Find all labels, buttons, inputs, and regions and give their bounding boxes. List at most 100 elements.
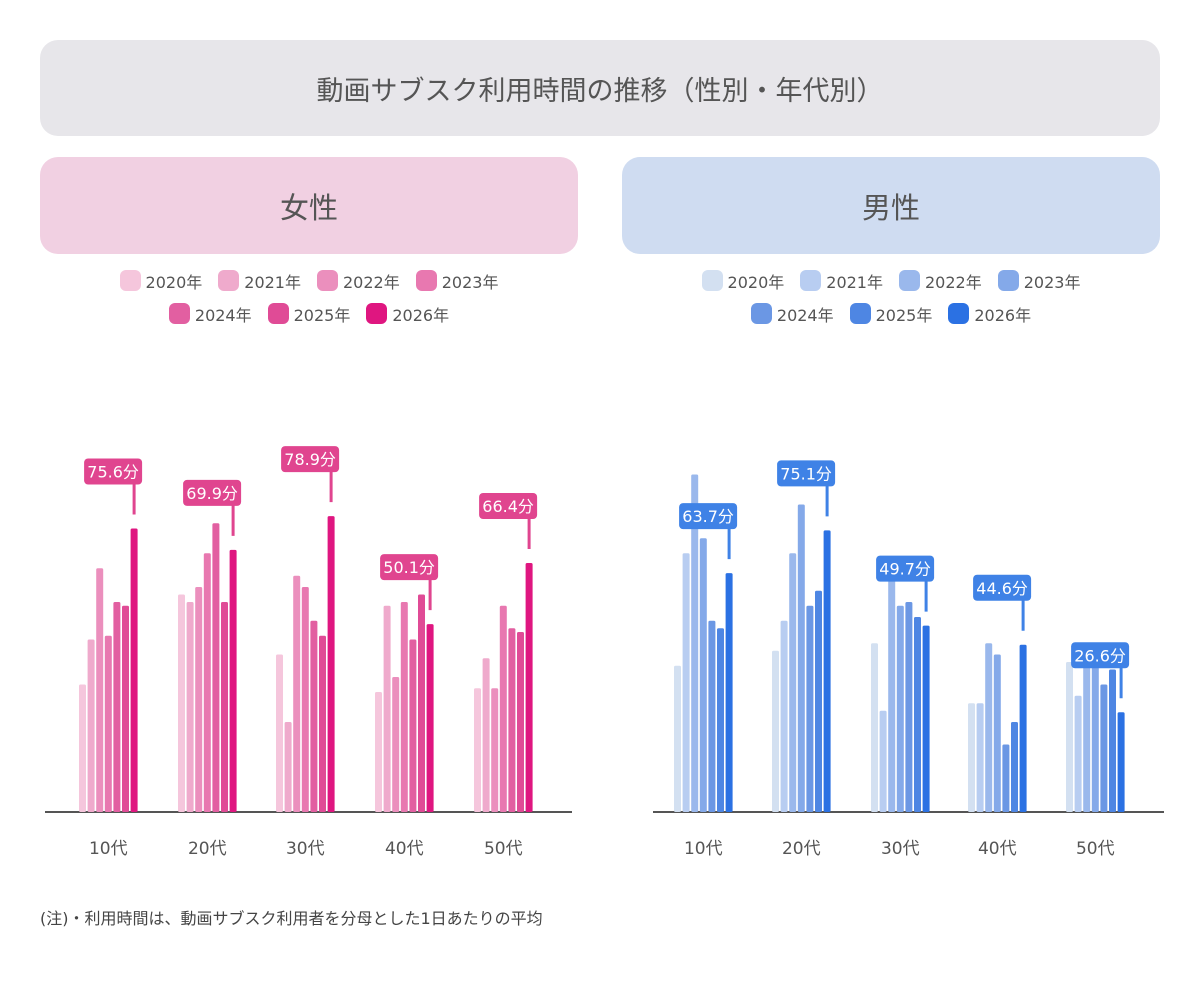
- female-legend-item: 2026年: [366, 302, 449, 326]
- male-data-label: 63.7分: [682, 507, 734, 526]
- legend-label: 2023年: [441, 272, 499, 292]
- female-bar: [375, 692, 382, 812]
- female-bar: [525, 563, 533, 812]
- male-bar: [922, 625, 930, 812]
- male-data-label: 49.7分: [879, 560, 931, 579]
- legend-swatch: [119, 270, 141, 291]
- male-bar: [815, 590, 822, 812]
- male-bar: [1019, 644, 1027, 812]
- male-legend-item: 2022年: [899, 269, 982, 293]
- male-legend-item: 2026年: [948, 302, 1031, 326]
- female-bar: [195, 587, 203, 812]
- legend-swatch: [267, 303, 289, 324]
- female-data-label-box: [84, 458, 143, 485]
- male-panel-header: 男性: [622, 157, 1160, 254]
- male-bar: [699, 538, 707, 812]
- female-bar: [491, 688, 499, 812]
- male-bar: [797, 504, 805, 812]
- female-data-label-box: [183, 479, 242, 506]
- female-bar: [212, 523, 220, 812]
- x-tick-label: 40代: [978, 839, 1017, 859]
- female-data-label: 66.4分: [482, 497, 534, 516]
- female-bar: [276, 654, 283, 812]
- female-bar: [229, 549, 237, 812]
- male-bar: [708, 620, 716, 812]
- male-bar: [806, 605, 814, 812]
- male-bar-chart: 10代 63.7分 20代 75.1分 30代 49.7分 40代 44.6分 50代 26.6分: [653, 460, 1164, 859]
- male-bar: [823, 530, 831, 812]
- female-bar: [517, 632, 524, 812]
- legend-row: 2024年 2025年 2026年: [622, 297, 1160, 330]
- female-legend: 2020年 2021年 2022年 2023年 2024年 2025年 2026年: [40, 264, 578, 330]
- male-legend: 2020年 2021年 2022年 2023年 2024年 2025年 2026年: [622, 264, 1160, 330]
- x-tick-label: 30代: [286, 839, 325, 859]
- legend-label: 2026年: [974, 305, 1032, 325]
- male-bar: [896, 605, 904, 812]
- legend-swatch: [899, 270, 920, 291]
- legend-label: 2022年: [925, 272, 982, 292]
- female-data-label: 78.9分: [284, 450, 336, 469]
- legend-swatch: [415, 270, 437, 291]
- female-legend-item: 2022年: [317, 269, 400, 293]
- male-bar: [674, 665, 681, 812]
- male-bar: [1109, 669, 1116, 812]
- female-bar: [79, 684, 86, 812]
- legend-swatch: [366, 303, 388, 324]
- male-bar: [1074, 695, 1082, 812]
- male-bar: [985, 643, 993, 812]
- female-data-label: 75.6分: [87, 463, 139, 482]
- female-legend-item: 2024年: [168, 302, 252, 326]
- male-legend-item: 2023年: [997, 269, 1081, 293]
- female-bar: [392, 677, 400, 812]
- male-bar: [1100, 684, 1108, 812]
- female-legend-item: 2025年: [267, 302, 350, 326]
- female-data-label-box: [380, 554, 439, 581]
- legend-label: 2025年: [875, 305, 933, 325]
- female-data-label: 50.1分: [383, 558, 435, 577]
- male-bar: [691, 474, 699, 812]
- female-bar: [319, 635, 326, 812]
- female-data-label-box: [281, 446, 340, 473]
- male-bar: [993, 654, 1001, 812]
- legend-swatch: [168, 303, 190, 324]
- female-legend-item: 2023年: [415, 269, 499, 293]
- female-data-label-box: [479, 493, 538, 519]
- male-bar: [717, 628, 724, 812]
- x-tick-label: 30代: [881, 839, 920, 859]
- male-bar: [1091, 662, 1099, 812]
- legend-label: 2024年: [194, 305, 252, 325]
- x-tick-label: 10代: [684, 839, 723, 859]
- legend-row: 2024年 2025年 2026年: [40, 297, 578, 330]
- female-bar: [310, 620, 318, 812]
- male-data-label-box: [876, 555, 935, 582]
- legend-swatch: [317, 270, 338, 291]
- legend-label: 2023年: [1023, 272, 1081, 292]
- female-bar: [96, 568, 104, 812]
- female-bar: [186, 602, 194, 812]
- legend-row: 2020年 2021年 2022年 2023年: [622, 264, 1160, 297]
- legend-label: 2021年: [244, 272, 301, 292]
- x-tick-label: 50代: [484, 839, 523, 859]
- legend-swatch: [948, 303, 970, 324]
- legend-swatch: [750, 303, 772, 324]
- female-bar: [499, 605, 507, 812]
- female-bar: [400, 602, 408, 812]
- legend-label: 2020年: [145, 272, 203, 292]
- male-bar: [968, 703, 975, 812]
- male-bar: [682, 553, 690, 812]
- x-tick-label: 20代: [782, 839, 821, 859]
- legend-swatch: [997, 270, 1019, 291]
- male-bar: [879, 710, 887, 812]
- male-data-label-box: [679, 503, 738, 530]
- male-bar: [976, 703, 984, 812]
- male-bar: [725, 573, 733, 812]
- male-bar: [1083, 665, 1091, 812]
- male-data-label: 26.6分: [1074, 646, 1126, 665]
- male-bar: [789, 553, 797, 812]
- female-bar: [474, 688, 481, 812]
- male-data-label-box: [1071, 642, 1130, 669]
- male-data-label-box: [777, 460, 836, 487]
- female-bar: [284, 722, 292, 812]
- female-legend-item: 2020年: [119, 269, 203, 293]
- male-data-label: 44.6分: [976, 579, 1028, 598]
